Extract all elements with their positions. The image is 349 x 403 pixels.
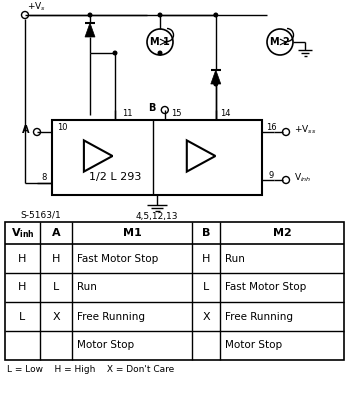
Text: 1/2 L 293: 1/2 L 293 [89, 172, 141, 182]
Text: 14: 14 [221, 110, 231, 118]
Text: H: H [18, 253, 27, 264]
Text: M2: M2 [273, 228, 291, 238]
Text: Run: Run [77, 283, 97, 293]
Text: Run: Run [225, 253, 245, 264]
Text: 15: 15 [172, 110, 182, 118]
Text: H: H [18, 283, 27, 293]
Text: H: H [52, 253, 60, 264]
Text: L: L [53, 283, 59, 293]
Text: L: L [203, 283, 209, 293]
Text: 16: 16 [266, 123, 276, 131]
Text: S-5163/1: S-5163/1 [20, 210, 61, 220]
Text: B: B [202, 228, 210, 238]
Circle shape [213, 12, 218, 17]
Text: A: A [52, 228, 60, 238]
Text: V$_{inh}$: V$_{inh}$ [294, 172, 312, 184]
Text: 11: 11 [122, 110, 132, 118]
Polygon shape [85, 23, 95, 37]
Text: 4,5,12,13: 4,5,12,13 [136, 212, 178, 222]
Circle shape [147, 29, 173, 55]
Text: +V$_s$: +V$_s$ [27, 1, 46, 13]
Text: L: L [20, 312, 25, 322]
Circle shape [161, 106, 168, 114]
Circle shape [213, 81, 218, 87]
Circle shape [22, 12, 29, 19]
Text: 9: 9 [268, 172, 274, 181]
Text: M 2: M 2 [270, 37, 290, 47]
Text: Motor Stop: Motor Stop [77, 341, 134, 351]
Text: +V$_{ss}$: +V$_{ss}$ [294, 124, 316, 136]
Circle shape [157, 50, 163, 56]
Text: A: A [22, 125, 29, 135]
Text: 8: 8 [41, 174, 47, 183]
Bar [52, 120, 262, 195]
Text: Fast Motor Stop: Fast Motor Stop [77, 253, 158, 264]
Circle shape [157, 12, 163, 17]
Circle shape [34, 129, 40, 135]
Text: H: H [202, 253, 210, 264]
Text: M1: M1 [122, 228, 141, 238]
Text: B: B [148, 103, 156, 113]
Text: M 1: M 1 [150, 37, 170, 47]
Text: 10: 10 [57, 123, 67, 133]
Circle shape [282, 129, 290, 135]
Bar [5, 222, 344, 360]
Circle shape [267, 29, 293, 55]
Polygon shape [211, 70, 221, 84]
Circle shape [88, 12, 92, 17]
Text: Free Running: Free Running [77, 312, 145, 322]
Circle shape [112, 50, 118, 56]
Text: L = Low    H = High    X = Don't Care: L = Low H = High X = Don't Care [7, 366, 174, 374]
Text: X: X [52, 312, 60, 322]
Text: $\mathbf{V_{inh}}$: $\mathbf{V_{inh}}$ [10, 226, 35, 240]
Circle shape [282, 177, 290, 183]
Text: Free Running: Free Running [225, 312, 293, 322]
Text: Motor Stop: Motor Stop [225, 341, 282, 351]
Text: Fast Motor Stop: Fast Motor Stop [225, 283, 306, 293]
Text: X: X [202, 312, 210, 322]
